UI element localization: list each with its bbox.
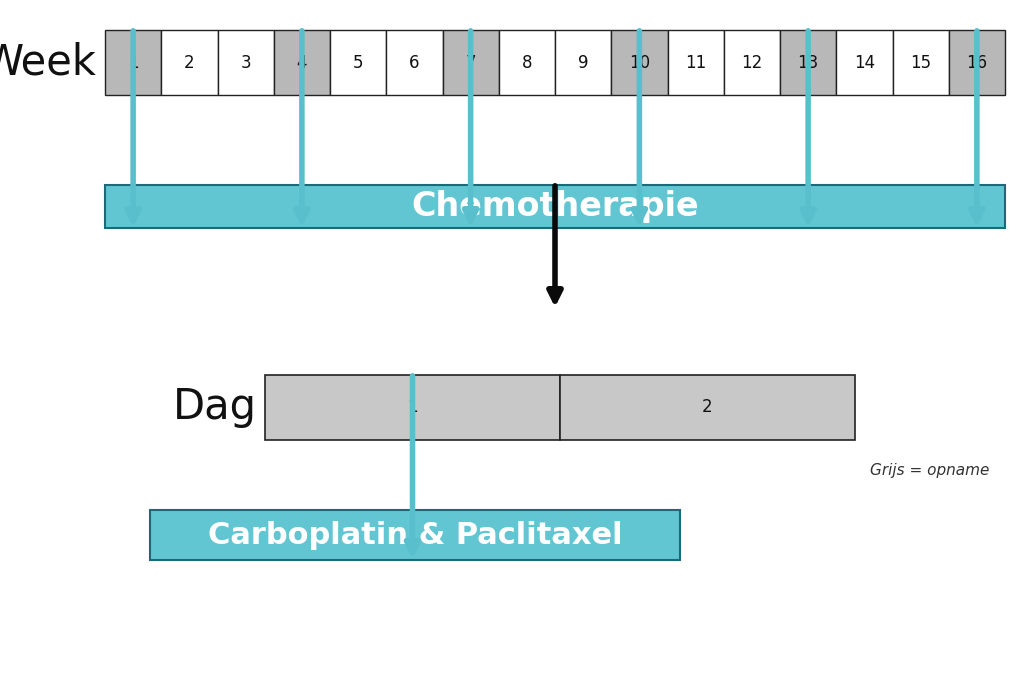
Bar	[948, 30, 1005, 95]
Text: 13: 13	[798, 53, 818, 72]
Text: Dag: Dag	[173, 387, 257, 428]
Bar	[265, 375, 560, 440]
Bar	[330, 30, 387, 95]
Text: 5: 5	[353, 53, 363, 72]
Text: 10: 10	[629, 53, 650, 72]
Text: Grijs = opname: Grijs = opname	[870, 462, 989, 477]
Bar	[667, 30, 723, 95]
Bar	[150, 510, 680, 560]
Text: 4: 4	[297, 53, 307, 72]
Bar	[105, 30, 162, 95]
Bar	[387, 30, 443, 95]
Bar	[892, 30, 948, 95]
Text: 14: 14	[854, 53, 875, 72]
Text: 3: 3	[240, 53, 251, 72]
Bar	[560, 375, 855, 440]
Bar	[780, 30, 836, 95]
Bar	[836, 30, 892, 95]
Bar	[105, 185, 1005, 228]
Text: 16: 16	[967, 53, 987, 72]
Text: 11: 11	[685, 53, 706, 72]
Text: 8: 8	[522, 53, 532, 72]
Text: 7: 7	[465, 53, 476, 72]
Bar	[162, 30, 218, 95]
Text: Week: Week	[0, 42, 97, 83]
Text: Chemotherapie: Chemotherapie	[411, 190, 699, 223]
Bar	[612, 30, 667, 95]
Bar	[723, 30, 780, 95]
Text: 6: 6	[409, 53, 419, 72]
Bar	[443, 30, 499, 95]
Text: Carboplatin & Paclitaxel: Carboplatin & Paclitaxel	[208, 520, 622, 550]
Text: 12: 12	[742, 53, 762, 72]
Text: 2: 2	[702, 398, 713, 417]
Bar	[555, 30, 612, 95]
Text: 2: 2	[184, 53, 194, 72]
Text: 1: 1	[128, 53, 138, 72]
Bar	[499, 30, 555, 95]
Text: 9: 9	[578, 53, 588, 72]
Bar	[274, 30, 330, 95]
Bar	[218, 30, 274, 95]
Text: 15: 15	[910, 53, 931, 72]
Text: 1: 1	[407, 398, 417, 417]
